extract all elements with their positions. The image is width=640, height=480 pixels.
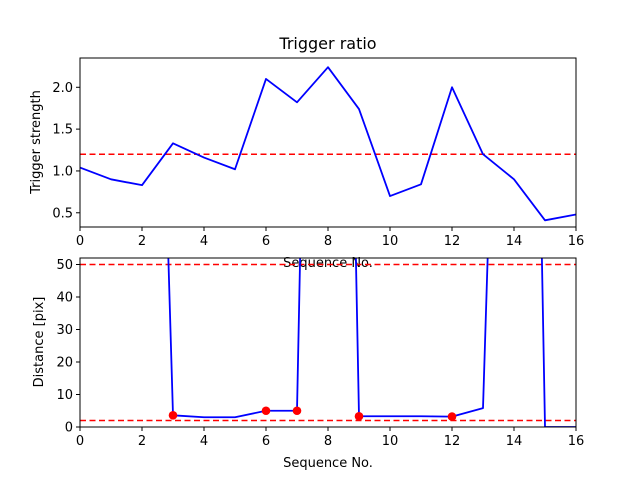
x-tick-label: 4 [200, 234, 208, 249]
x-axis-label-top: Sequence No. [283, 256, 373, 271]
y-axis-label-top: Trigger strength [29, 90, 44, 195]
y-tick-label: 50 [56, 258, 73, 273]
x-tick-label: 8 [324, 234, 332, 249]
plot-content [80, 66, 576, 222]
data-point-marker [168, 411, 178, 420]
plot-area-bottom: 0 2 4 6 8 10 12 14 16 0 10 20 30 40 50 [56, 257, 585, 449]
chart-title: Trigger ratio [278, 34, 376, 53]
data-point-marker [354, 411, 364, 421]
x-axis-label-bottom: Sequence No. [283, 456, 373, 471]
x-tick-label: 12 [444, 434, 461, 449]
y-tick-label: 0 [65, 421, 73, 436]
plot-content [80, 258, 576, 427]
y-tick-label: 40 [56, 291, 73, 306]
y-tick-label: 10 [56, 388, 73, 403]
y-axis-label-bottom: Distance [pix] [32, 297, 47, 388]
x-tick-label: 14 [506, 234, 523, 249]
data-point-marker [447, 412, 457, 421]
data-point-marker [292, 406, 302, 416]
x-tick-label: 2 [138, 234, 146, 249]
plot-area-top: 0 2 4 6 8 10 12 14 16 0.5 1.0 1.5 2.0 [52, 57, 585, 249]
y-tick-label: 20 [56, 356, 73, 371]
x-tick-label: 10 [382, 434, 399, 449]
x-tick-label: 12 [444, 234, 461, 249]
x-tick-label: 4 [200, 434, 208, 449]
panel-top: Trigger ratio 0 2 4 6 8 10 12 14 160.51.01.52.0 … [29, 34, 584, 271]
data-point-marker [261, 406, 271, 416]
x-tick-label: 16 [568, 234, 585, 249]
x-tick-label: 16 [568, 434, 585, 449]
x-tick-label: 0 [76, 434, 84, 449]
x-tick-label: 14 [506, 434, 523, 449]
series-line-0 [80, 66, 576, 222]
x-tick-label: 10 [382, 234, 399, 249]
x-tick-label: 2 [138, 434, 146, 449]
panel-bottom: 0 2 4 6 8 10 12 14 16 0 10 20 30 40 50 Sequence No. Di… [32, 257, 585, 471]
y-tick-label: 0.5 [52, 206, 73, 221]
x-tick-label: 8 [324, 434, 332, 449]
x-tick-label: 6 [262, 434, 270, 449]
y-tick-label: 30 [56, 323, 73, 338]
x-tick-label: 6 [262, 234, 270, 249]
x-tick-label: 0 [76, 234, 84, 249]
y-tick-label: 2.0 [52, 81, 73, 96]
y-tick-label: 1.5 [52, 123, 73, 138]
y-tick-label: 1.0 [52, 164, 73, 179]
